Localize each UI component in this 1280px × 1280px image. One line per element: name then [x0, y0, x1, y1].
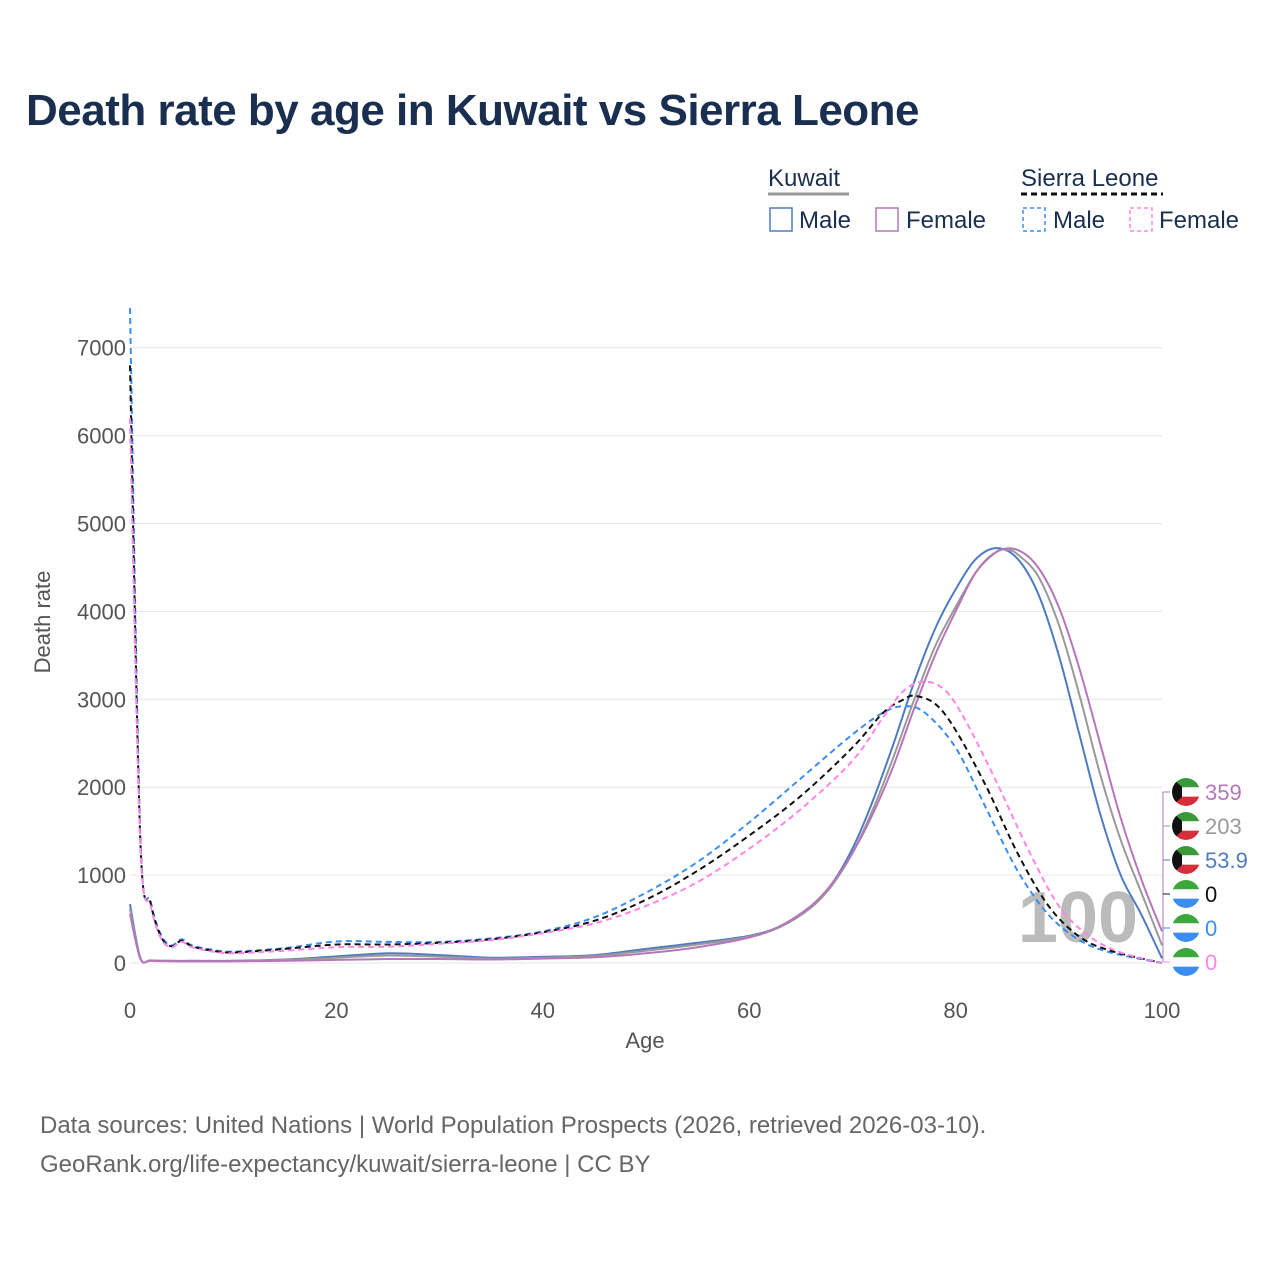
x-tick-label: 60	[737, 998, 761, 1023]
sierra-leone-flag-icon	[1172, 914, 1200, 942]
end-labels: 359 203 53.9 0 0 0	[1162, 778, 1248, 976]
legend-sierra-leone-male-swatch	[1022, 207, 1046, 232]
chart-title: Death rate by age in Kuwait vs Sierra Le…	[26, 86, 920, 135]
legend-kuwait-female-label: Female	[906, 207, 986, 234]
y-axis-title: Death rate	[30, 571, 55, 674]
series-line-kuwait-female[interactable]	[129, 547, 1163, 964]
y-tick-label: 2000	[77, 775, 126, 800]
x-tick-label: 0	[124, 998, 136, 1023]
series-line-sierra-leone-total[interactable]	[129, 365, 1163, 964]
series-line-sierra-leone-male[interactable]	[129, 308, 1163, 964]
source-note: Data sources: United Nations | World Pop…	[40, 1106, 986, 1184]
y-tick-label: 4000	[77, 599, 126, 624]
x-tick-label: 40	[531, 998, 555, 1023]
end-label-value: 0	[1205, 950, 1217, 975]
gridlines	[130, 347, 1162, 964]
legend-kuwait-title: Kuwait	[768, 165, 840, 192]
legend-sierra-leone-title: Sierra Leone	[1021, 165, 1158, 192]
end-label-value: 53.9	[1205, 848, 1248, 873]
y-tick-label: 5000	[77, 512, 126, 537]
sierra-leone-flag-icon	[1172, 880, 1200, 908]
x-tick-label: 20	[324, 998, 348, 1023]
legend-sierra-leone-female-label: Female	[1159, 207, 1239, 234]
x-tick-label: 100	[1144, 998, 1181, 1023]
legend-sierra-leone-female-swatch	[1129, 207, 1153, 232]
y-tick-label: 0	[114, 951, 126, 976]
kuwait-flag-icon	[1172, 778, 1200, 806]
legend-group-sierra-leone[interactable]: Sierra Leone Male Female	[1021, 165, 1239, 234]
legend-kuwait-male-swatch	[769, 207, 793, 232]
end-label-value: 203	[1205, 814, 1242, 839]
end-label-3: 0	[1163, 880, 1217, 908]
source-line-1: Data sources: United Nations | World Pop…	[40, 1112, 987, 1139]
y-tick-label: 7000	[77, 336, 126, 361]
legend-sierra-leone-male-label: Male	[1053, 207, 1105, 234]
y-tick-label: 1000	[77, 863, 126, 888]
legend: Kuwait Male Female Sierra Leone Male Fem…	[768, 165, 1239, 234]
end-label-value: 0	[1205, 916, 1217, 941]
series-lines	[129, 308, 1163, 964]
end-label-1: 203	[1163, 812, 1242, 840]
x-axis-title: Age	[625, 1028, 664, 1053]
legend-group-kuwait[interactable]: Kuwait Male Female	[768, 165, 986, 234]
end-label-5: 0	[1163, 948, 1217, 976]
kuwait-flag-icon	[1172, 812, 1200, 840]
frame-watermark: 100	[1018, 878, 1138, 958]
x-tick-label: 80	[943, 998, 967, 1023]
end-label-4: 0	[1163, 914, 1217, 942]
legend-kuwait-female-swatch	[875, 207, 899, 232]
series-line-kuwait-male[interactable]	[129, 547, 1163, 964]
y-tick-label: 3000	[77, 687, 126, 712]
end-label-value: 359	[1205, 780, 1242, 805]
y-axis-ticks: 0 1000 2000 3000 4000 5000 6000 7000	[77, 336, 126, 976]
series-line-sierra-leone-female[interactable]	[129, 417, 1163, 964]
end-label-value: 0	[1205, 882, 1217, 907]
sierra-leone-flag-icon	[1172, 948, 1200, 976]
kuwait-flag-icon	[1172, 846, 1200, 874]
y-tick-label: 6000	[77, 424, 126, 449]
source-line-2[interactable]: GeoRank.org/life-expectancy/kuwait/sierr…	[40, 1151, 651, 1178]
end-label-0: 359	[1163, 778, 1242, 806]
x-axis-ticks: 0 20 40 60 80 100	[124, 998, 1180, 1023]
legend-kuwait-male-label: Male	[799, 207, 851, 234]
end-label-2: 53.9	[1163, 846, 1248, 874]
